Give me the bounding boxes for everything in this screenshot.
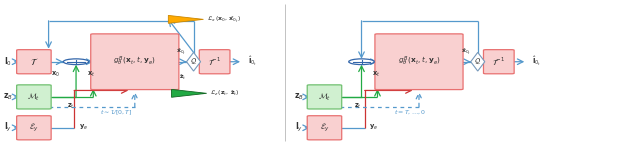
FancyBboxPatch shape (17, 116, 51, 140)
Text: $t \sim \mathcal{U}[0, T]$: $t \sim \mathcal{U}[0, T]$ (100, 108, 132, 117)
Text: $\mathbf{I}_y$: $\mathbf{I}_y$ (295, 121, 303, 134)
Text: $g_\theta^B\,(\mathbf{x}_t, t, \mathbf{y}_e)$: $g_\theta^B\,(\mathbf{x}_t, t, \mathbf{y… (113, 55, 156, 68)
FancyBboxPatch shape (91, 34, 179, 90)
Text: $t = T, \ldots, 0$: $t = T, \ldots, 0$ (394, 109, 426, 116)
Text: $\mathbf{z}_t$: $\mathbf{z}_t$ (355, 102, 362, 111)
Text: $\mathbf{I}_y$: $\mathbf{I}_y$ (4, 121, 12, 134)
Text: $\mathcal{T}^{-1}$: $\mathcal{T}^{-1}$ (208, 56, 221, 68)
Text: $\mathcal{L}_x\,(\mathbf{x}_0,\,\hat{\mathbf{x}}_{0_t})$: $\mathcal{L}_x\,(\mathbf{x}_0,\,\hat{\ma… (207, 14, 241, 25)
Text: $\mathcal{T}$: $\mathcal{T}$ (29, 56, 38, 67)
FancyBboxPatch shape (17, 85, 51, 109)
Text: $\mathbf{z}_B$: $\mathbf{z}_B$ (294, 92, 304, 102)
Text: $\mathcal{E}_y$: $\mathcal{E}_y$ (29, 122, 38, 134)
FancyBboxPatch shape (375, 34, 463, 90)
Text: $\hat{\mathbf{I}}_{0_t}$: $\hat{\mathbf{I}}_{0_t}$ (532, 55, 541, 68)
Text: $\mathcal{T}^{-1}$: $\mathcal{T}^{-1}$ (492, 56, 506, 68)
Text: $\mathbf{x}_0$: $\mathbf{x}_0$ (51, 70, 60, 79)
Text: $\mathcal{L}_z\,(\mathbf{z}_t,\,\hat{\mathbf{z}}_t)$: $\mathcal{L}_z\,(\mathbf{z}_t,\,\hat{\ma… (210, 88, 239, 98)
Text: $\mathcal{M}_t$: $\mathcal{M}_t$ (318, 91, 331, 103)
Text: $g_\theta^B\,(\mathbf{x}_t, t, \mathbf{y}_e)$: $g_\theta^B\,(\mathbf{x}_t, t, \mathbf{y… (397, 55, 440, 68)
Text: $\mathcal{Q}$: $\mathcal{Q}$ (474, 57, 481, 66)
Text: $\hat{\mathbf{x}}_{0_t}$: $\hat{\mathbf{x}}_{0_t}$ (461, 47, 470, 57)
FancyBboxPatch shape (307, 85, 342, 109)
Circle shape (349, 59, 374, 65)
Polygon shape (470, 52, 484, 71)
FancyBboxPatch shape (199, 50, 230, 74)
Text: $\mathbf{x}_t$: $\mathbf{x}_t$ (372, 70, 380, 79)
Text: $\hat{\mathbf{I}}_{0_t}$: $\hat{\mathbf{I}}_{0_t}$ (248, 55, 257, 68)
Text: $\mathbf{I}_0$: $\mathbf{I}_0$ (4, 56, 12, 68)
Text: $\mathbf{z}_t$: $\mathbf{z}_t$ (67, 102, 75, 111)
Polygon shape (172, 89, 207, 97)
Text: $\mathbf{z}_B$: $\mathbf{z}_B$ (3, 92, 13, 102)
Text: $\mathcal{E}_y$: $\mathcal{E}_y$ (320, 122, 329, 134)
Text: $\mathbf{x}_t$: $\mathbf{x}_t$ (87, 70, 95, 79)
FancyBboxPatch shape (307, 116, 342, 140)
Text: $\mathcal{Q}$: $\mathcal{Q}$ (190, 57, 197, 66)
Text: $\mathbf{y}_e$: $\mathbf{y}_e$ (369, 123, 378, 132)
Circle shape (63, 59, 89, 65)
Polygon shape (168, 15, 204, 23)
FancyBboxPatch shape (17, 50, 51, 74)
Text: $\hat{\mathbf{z}}_t$: $\hat{\mathbf{z}}_t$ (179, 73, 186, 82)
Polygon shape (186, 52, 200, 71)
FancyBboxPatch shape (483, 50, 514, 74)
Text: $\mathcal{M}_t$: $\mathcal{M}_t$ (28, 91, 40, 103)
Text: $\mathbf{y}_e$: $\mathbf{y}_e$ (79, 123, 88, 132)
Text: $\hat{\mathbf{x}}_{0_t}$: $\hat{\mathbf{x}}_{0_t}$ (177, 47, 186, 57)
